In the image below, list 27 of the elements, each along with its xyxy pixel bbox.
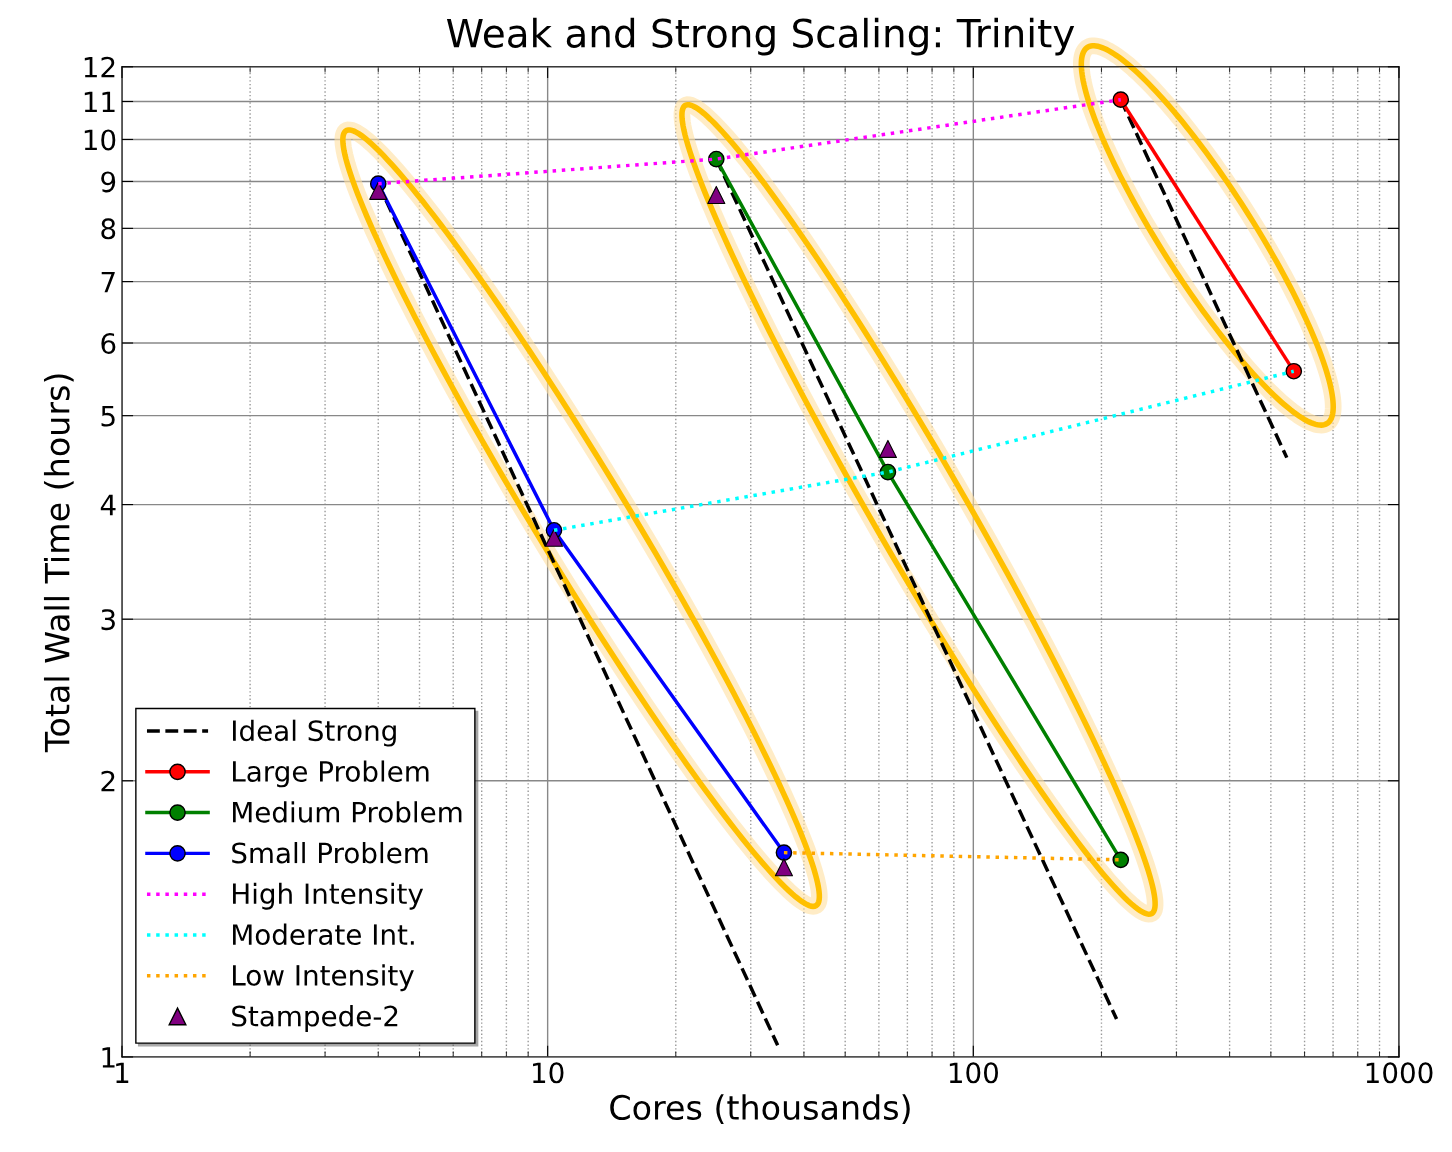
y-axis-title: Total Wall Time (hours) bbox=[43, 374, 74, 753]
x-tick-label: 100 bbox=[949, 1062, 998, 1084]
y-tick-label: 2 bbox=[101, 770, 115, 792]
y-tick-label: 10 bbox=[84, 129, 116, 151]
chart-title: Weak and Strong Scaling: Trinity bbox=[446, 17, 1075, 56]
y-tick-label: 11 bbox=[84, 91, 115, 113]
y-tick-label: 1 bbox=[102, 1047, 115, 1068]
y-tick-label: 9 bbox=[101, 171, 116, 193]
legend-label: Small Problem bbox=[232, 841, 428, 864]
y-tick-label: 12 bbox=[84, 56, 115, 78]
y-tick-label: 4 bbox=[100, 494, 116, 516]
y-tick-label: 6 bbox=[101, 332, 116, 354]
x-tick-label: 1000 bbox=[1366, 1062, 1433, 1084]
x-tick-label: 10 bbox=[533, 1062, 564, 1084]
y-tick-label: 8 bbox=[101, 218, 116, 240]
x-axis-title: Cores (thousands) bbox=[610, 1094, 910, 1124]
legend-label: High Intensity bbox=[233, 882, 424, 910]
legend-label: Stampede-2 bbox=[232, 1005, 398, 1032]
x-tick-label: 1 bbox=[116, 1062, 129, 1083]
legend-label: Low Intensity bbox=[233, 964, 414, 992]
legend-label: Moderate Int. bbox=[233, 923, 414, 946]
legend-label: Large Problem bbox=[233, 760, 429, 788]
legend-label: Ideal Strong bbox=[233, 719, 396, 747]
y-tick-label: 7 bbox=[101, 271, 115, 293]
y-tick-label: 5 bbox=[101, 405, 115, 427]
y-tick-label: 3 bbox=[101, 609, 115, 631]
legend-label: Medium Problem bbox=[233, 801, 462, 823]
